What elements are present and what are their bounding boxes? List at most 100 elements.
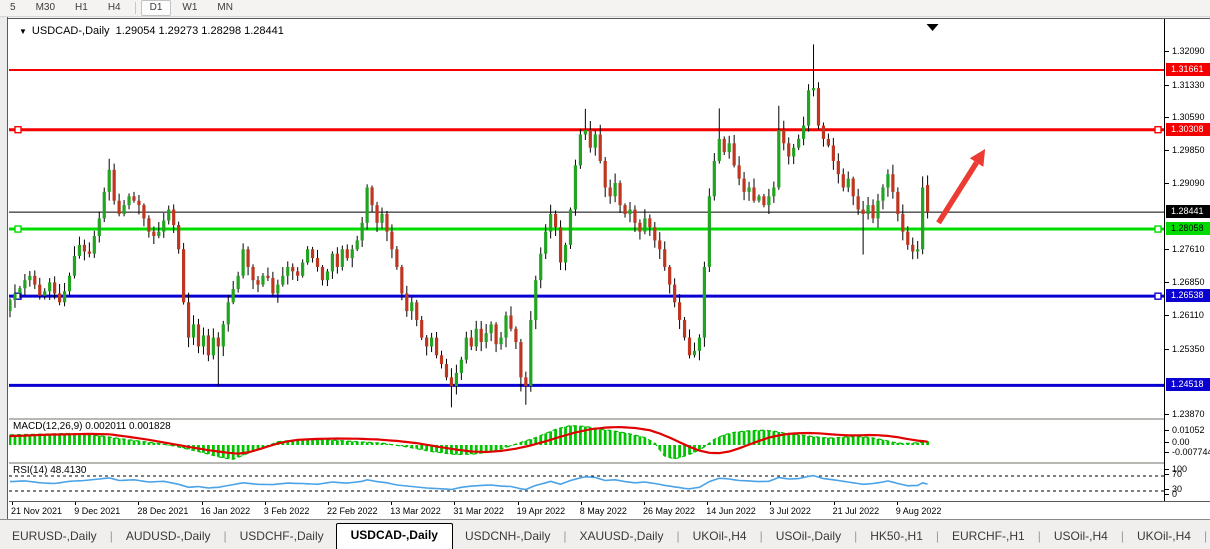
bid-price-badge: 1.28441: [1166, 205, 1210, 219]
axis-tick-mark: [1165, 282, 1169, 284]
tab-separator: |: [676, 529, 680, 543]
chart-tab-usdcnh-daily[interactable]: USDCNH-,Daily: [464, 529, 551, 543]
axis-tick-mark: [1165, 469, 1169, 470]
axis-tick-mark: [1165, 84, 1169, 86]
date-label: 14 Jun 2022: [706, 506, 756, 516]
rsi-tick-label: 30: [1172, 484, 1183, 494]
chart-tab-xauusd-daily[interactable]: XAUUSD-,Daily: [579, 529, 664, 543]
macd-tick-label: -0.007744: [1172, 447, 1210, 457]
chart-tab-eurusd-daily[interactable]: EURUSD-,Daily: [12, 529, 97, 543]
window-left-gutter: [0, 17, 8, 519]
macd-pane[interactable]: MACD(12,26,9) 0.002011 0.001828: [9, 418, 1164, 460]
axis-tick-mark: [1165, 51, 1169, 52]
price-axis: 1.32090 1.31330 1.30590 1.29850 1.29090 1.276…: [1164, 19, 1210, 501]
macd-histogram: [9, 425, 929, 460]
date-label: 8 May 2022: [579, 506, 627, 516]
level-handle[interactable]: [1154, 225, 1162, 233]
time-tick-mark: [833, 502, 835, 505]
timeframe-button-mn[interactable]: MN: [217, 2, 233, 13]
timeframe-button-h1[interactable]: H1: [75, 2, 88, 13]
time-tick-mark: [707, 502, 709, 505]
chart-window: ▼ USDCAD-,Daily 1.29054 1.29273 1.28298 1…: [8, 18, 1210, 520]
date-label: 13 Mar 2022: [390, 506, 441, 516]
axis-tick-mark: [1165, 414, 1169, 415]
macd-canvas: [9, 424, 929, 460]
axis-tick-mark: [1165, 474, 1169, 475]
timeframe-button-d1[interactable]: D1: [140, 0, 172, 16]
rsi-label: RSI(14) 48.4130: [13, 465, 87, 476]
axis-tick-mark: [1165, 183, 1169, 185]
timeframe-button-h4[interactable]: H4: [107, 2, 121, 13]
time-tick-mark: [12, 502, 13, 505]
main-chart-canvas[interactable]: [9, 21, 1164, 415]
date-label: 9 Dec 2021: [74, 506, 121, 516]
chart-tab-usdchf-daily[interactable]: USDCHF-,Daily: [239, 529, 324, 543]
price-tick-label: 1.25350: [1172, 343, 1205, 354]
time-tick-mark: [517, 502, 519, 505]
price-tick-label: 1.23870: [1172, 409, 1205, 419]
price-tick-label: 1.32090: [1172, 46, 1205, 56]
axis-tick-mark: [1165, 248, 1169, 250]
tab-separator: |: [563, 529, 567, 543]
axis-tick-mark: [1165, 494, 1169, 495]
axis-tick-mark: [1165, 348, 1169, 350]
date-label: 3 Jul 2022: [769, 506, 811, 516]
rsi-tick-label: 70: [1172, 469, 1183, 479]
chart-tab-ukoil-h4[interactable]: UKOil-,H4: [692, 529, 747, 543]
price-pane[interactable]: ▼ USDCAD-,Daily 1.29054 1.29273 1.28298 1…: [9, 21, 1164, 415]
price-tick-label: 1.29850: [1172, 144, 1205, 155]
trend-arrow-annotation[interactable]: [936, 149, 986, 225]
price-tick-label: 1.30590: [1172, 112, 1205, 123]
time-tick-mark: [264, 502, 266, 505]
chart-tab-usdcad-daily[interactable]: USDCAD-,Daily: [335, 523, 453, 549]
chart-tab-ukoil-h4[interactable]: UKOil-,H4: [1136, 529, 1191, 543]
chart-tab-bar: EURUSD-,Daily | AUDUSD-,Daily | USDCHF-,Dail…: [0, 519, 1210, 549]
axis-tick-mark: [1165, 452, 1169, 453]
price-level-badge: 1.30308: [1166, 122, 1210, 136]
date-label: 9 Aug 2022: [895, 506, 942, 516]
chart-tab-audusd-daily[interactable]: AUDUSD-,Daily: [125, 529, 211, 543]
toolbar-separator: [134, 2, 136, 14]
rsi-pane[interactable]: RSI(14) 48.4130: [9, 462, 1164, 500]
timeframe-button-5[interactable]: 5: [10, 2, 16, 13]
date-label: 26 May 2022: [643, 506, 696, 516]
chart-tab-usoil-h4[interactable]: USOil-,H4: [1053, 529, 1108, 543]
tab-separator: |: [223, 529, 227, 543]
date-label: 16 Jan 2022: [200, 506, 251, 516]
chevron-down-icon[interactable]: ▼: [19, 27, 27, 36]
macd-main-line: [9, 424, 928, 460]
axis-tick-mark: [1165, 117, 1169, 119]
axis-tick-mark: [1165, 149, 1169, 151]
tab-separator: |: [935, 529, 940, 543]
level-handle[interactable]: [1154, 125, 1162, 134]
level-handle[interactable]: [14, 125, 22, 134]
time-tick-mark: [770, 502, 772, 505]
chart-tab-usoil-daily[interactable]: USOil-,Daily: [775, 529, 842, 543]
time-tick-mark: [75, 502, 77, 505]
price-level-badge: 1.31661: [1166, 62, 1210, 76]
timeframe-button-m30[interactable]: M30: [35, 2, 56, 13]
tab-separator: |: [1203, 529, 1208, 543]
macd-tick-label: 0.01052: [1172, 425, 1205, 435]
macd-signal-line: [9, 425, 928, 455]
time-tick-mark: [138, 502, 140, 505]
timeframe-toolbar: 5 M30 H1 H4 D1 W1 MN: [0, 0, 1210, 17]
axis-tick-mark: [1165, 489, 1169, 490]
macd-tick-label: 0.00: [1172, 437, 1190, 447]
level-handle[interactable]: [14, 225, 22, 233]
chart-tab-hk50-h1[interactable]: HK50-,H1: [870, 529, 923, 543]
date-label: 19 Apr 2022: [516, 506, 566, 516]
tab-separator: |: [854, 529, 858, 543]
date-label: 31 Mar 2022: [453, 506, 504, 516]
date-label: 21 Nov 2021: [11, 506, 63, 516]
time-tick-mark: [454, 502, 456, 505]
price-tick-label: 1.31330: [1172, 79, 1205, 90]
axis-tick-mark: [1165, 442, 1169, 443]
axis-tick-mark: [1165, 315, 1169, 317]
time-tick-mark: [328, 502, 329, 505]
timeframe-button-w1[interactable]: W1: [182, 2, 198, 13]
level-handle[interactable]: [1154, 292, 1162, 300]
tab-separator: |: [109, 529, 113, 543]
macd-label: MACD(12,26,9) 0.002011 0.001828: [13, 421, 171, 432]
chart-tab-eurchf-h1[interactable]: EURCHF-,H1: [952, 529, 1025, 543]
